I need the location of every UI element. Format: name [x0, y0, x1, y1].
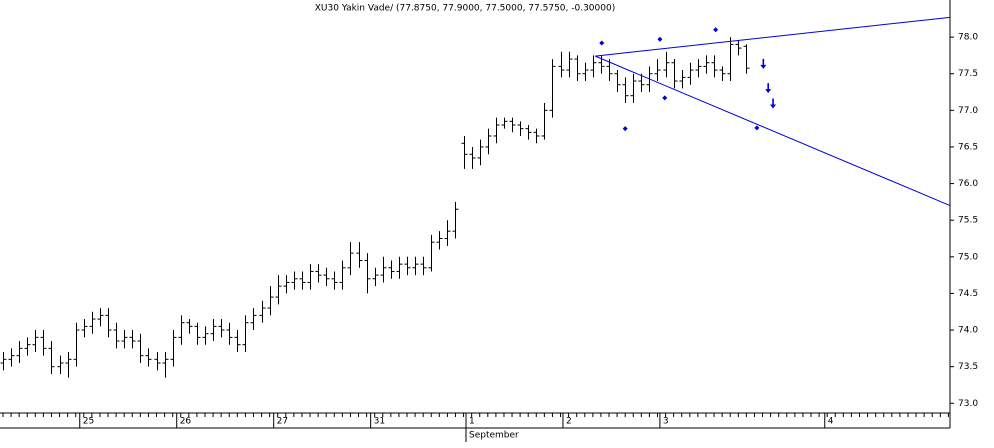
diamond-marker	[754, 125, 760, 131]
x-tick-label: 3	[663, 417, 669, 427]
y-tick-label: 75.0	[958, 252, 978, 262]
diamond-marker	[713, 27, 719, 33]
x-tick-label: 4	[828, 417, 834, 427]
down-arrow	[770, 98, 777, 109]
x-sublabel: September	[469, 431, 519, 441]
y-tick-label: 73.5	[958, 362, 978, 372]
y-tick-label: 77.5	[958, 69, 978, 79]
y-tick-label: 75.5	[958, 216, 978, 226]
trend-line	[595, 55, 951, 207]
y-tick-label: 76.0	[958, 179, 978, 189]
chart-title: XU30 Yakin Vade/ (77.8750, 77.9000, 77.5…	[315, 4, 615, 14]
x-tick-label: 26	[180, 417, 192, 427]
diamond-marker	[662, 95, 668, 101]
y-tick-label: 77.0	[958, 106, 978, 116]
y-tick-label: 73.0	[958, 399, 978, 409]
diamond-marker	[657, 36, 663, 42]
diamond-marker	[622, 126, 628, 132]
x-tick-label: 27	[277, 417, 288, 427]
down-arrow	[760, 58, 767, 69]
x-tick-label: 25	[83, 417, 94, 427]
x-tick-label: 2	[566, 417, 572, 427]
y-tick-label: 76.5	[958, 142, 978, 152]
y-tick-label: 74.5	[958, 289, 978, 299]
down-arrow	[765, 83, 772, 94]
x-tick-label: 31	[374, 417, 385, 427]
diamond-marker	[599, 40, 605, 46]
y-tick-label: 78.0	[958, 33, 978, 43]
y-tick-label: 74.0	[958, 326, 978, 336]
x-tick-label: 1	[469, 417, 475, 427]
trend-line	[595, 16, 951, 57]
